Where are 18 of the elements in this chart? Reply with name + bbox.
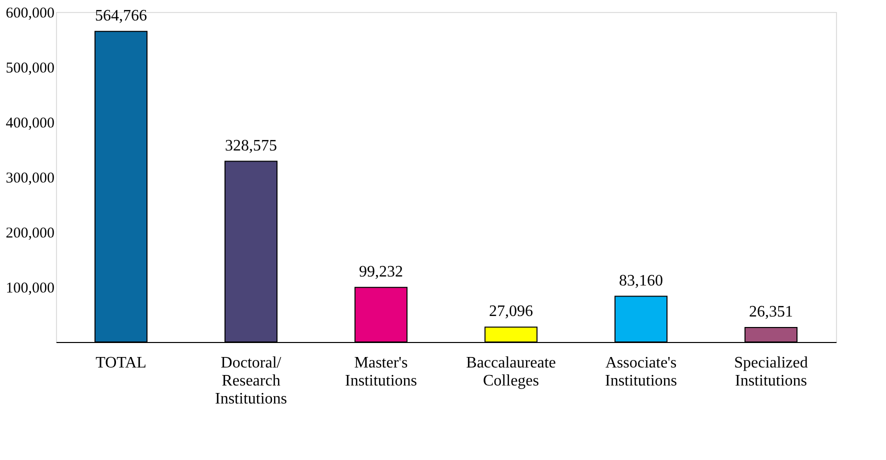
x-tick-label: Doctoral/ Research Institutions (214, 354, 288, 408)
y-tick-label: 500,000 (6, 60, 54, 76)
y-tick-label: 200,000 (6, 226, 54, 242)
data-label: 83,160 (619, 272, 663, 290)
data-label: 564,766 (95, 7, 147, 24)
x-tick-label: Associate's Institutions (604, 354, 678, 390)
data-label: 328,575 (225, 137, 277, 154)
x-tick-label: Specialized Institutions (734, 354, 808, 390)
y-tick-label: 600,000 (6, 6, 54, 22)
x-tick-label: Master's Institutions (344, 354, 418, 390)
y-tick-label: 100,000 (6, 280, 54, 296)
y-tick-label: 400,000 (6, 116, 54, 132)
data-label: 26,351 (749, 304, 793, 321)
data-label: 99,232 (359, 263, 403, 280)
y-tick-label: 300,000 (6, 170, 54, 186)
data-label: 27,096 (489, 303, 533, 320)
x-tick-label: TOTAL (96, 354, 146, 372)
x-tick-label: Baccalaureate Colleges (466, 354, 556, 390)
